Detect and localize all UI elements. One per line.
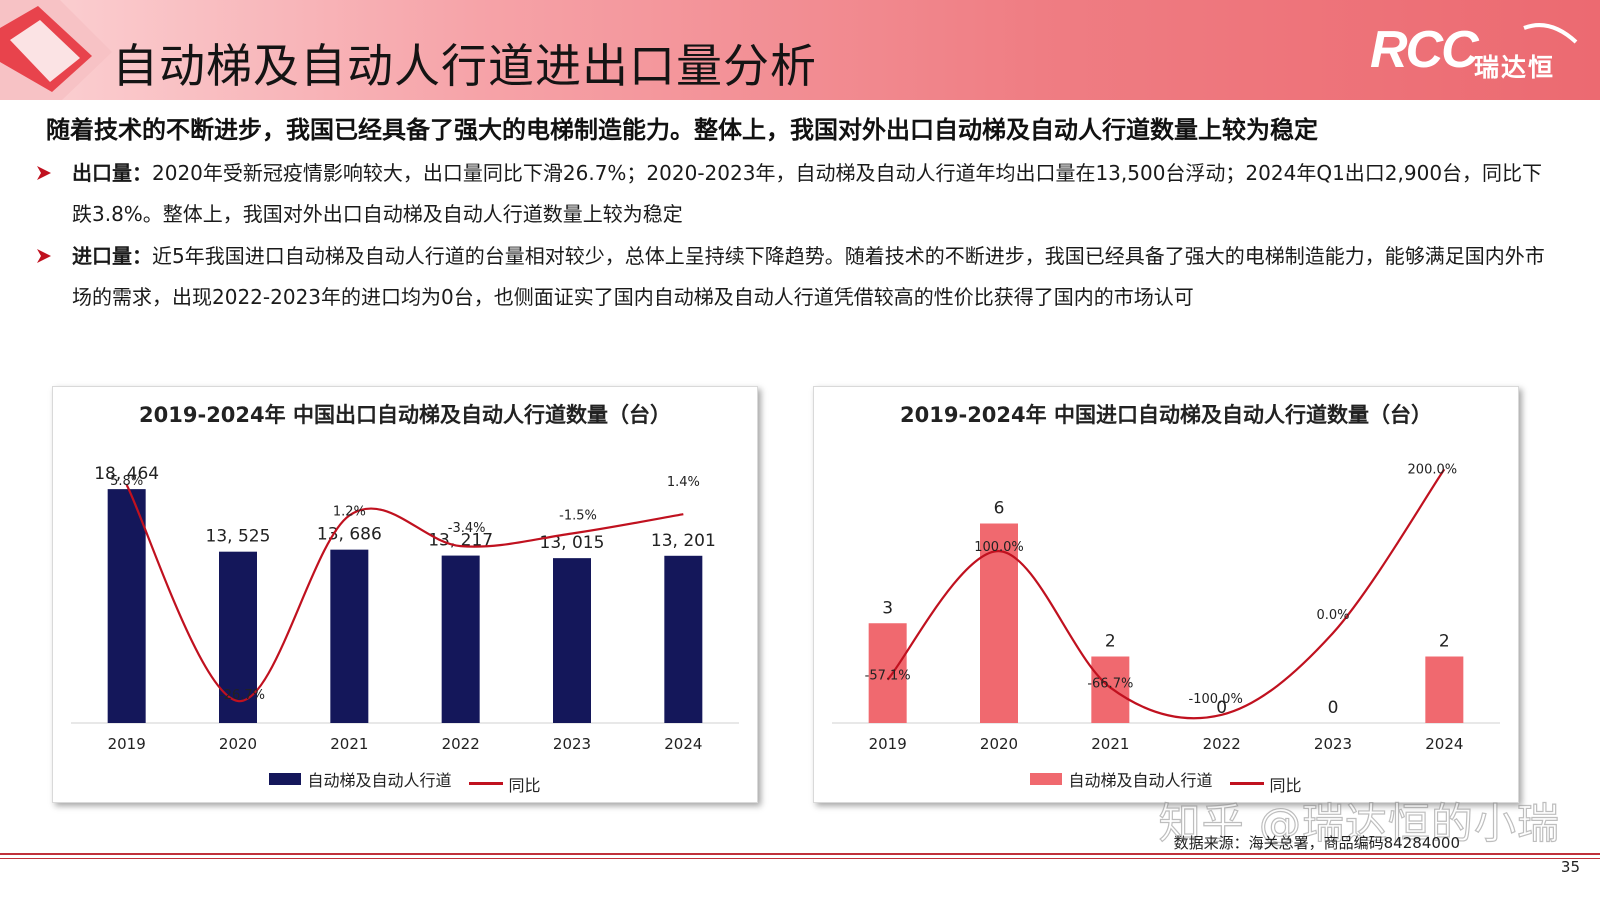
bar-value-label: 18, 464 xyxy=(94,464,159,484)
bullet-export: 出口量：2020年受新冠疫情影响较大，出口量同比下滑26.7%；2020-202… xyxy=(36,153,1556,235)
bar xyxy=(330,549,369,723)
legend-label: 自动梯及自动人行道 xyxy=(307,771,452,790)
legend-label: 同比 xyxy=(508,775,541,795)
header-band: 自动梯及自动人行道进出口量分析 RCC 瑞达恒 xyxy=(0,0,1600,100)
x-tick-label: 2022 xyxy=(1203,735,1241,753)
logo-shape-icon xyxy=(0,0,112,100)
yoy-value-label: 1.2% xyxy=(333,505,366,520)
bar-value-label: 13, 201 xyxy=(651,531,716,551)
x-tick-label: 2020 xyxy=(219,735,257,753)
bar-value-label: 0 xyxy=(1216,698,1227,718)
bullet-label: 出口量： xyxy=(72,161,152,185)
footer-rule xyxy=(0,858,1600,859)
bar-value-label: 3 xyxy=(882,598,893,618)
page-number: 35 xyxy=(1560,858,1580,876)
arrow-bullet-icon xyxy=(37,249,51,263)
chart-legend: 自动梯及自动人行道 同比 xyxy=(814,767,1518,796)
yoy-value-label: -66.7% xyxy=(1087,677,1133,692)
import-chart-svg: 3 2019 6 2020 2 2021 0 2022 0 2023 2 2024 -57.1% 100.… xyxy=(832,462,1500,753)
yoy-value-label: -26.7% xyxy=(219,688,265,703)
x-tick-label: 2022 xyxy=(442,735,480,753)
bullet-label: 进口量： xyxy=(72,244,152,268)
yoy-value-label: -1.5% xyxy=(559,508,597,523)
legend-line xyxy=(1229,782,1264,785)
bar xyxy=(868,623,907,723)
bar-value-label: 13, 015 xyxy=(540,533,605,553)
bullet-text: 近5年我国进口自动梯及自动人行道的台量相对较少，总体上呈持续下降趋势。随着技术的… xyxy=(72,244,1545,309)
export-chart-panel: 18, 464 2019 13, 525 2020 13, 686 2021 13, 217… xyxy=(52,386,758,803)
yoy-value-label: 200.0% xyxy=(1408,462,1458,477)
bar xyxy=(1091,656,1130,723)
bar-value-label: 13, 525 xyxy=(206,527,271,547)
x-tick-label: 2020 xyxy=(980,735,1018,753)
bullet-import: 进口量：近5年我国进口自动梯及自动人行道的台量相对较少，总体上呈持续下降趋势。随… xyxy=(36,236,1556,318)
x-tick-label: 2023 xyxy=(553,735,591,753)
bar xyxy=(664,555,703,723)
bar-value-label: 2 xyxy=(1105,632,1116,652)
legend-swatch xyxy=(1030,773,1063,785)
legend-item-bar: 自动梯及自动人行道 xyxy=(1030,767,1212,791)
legend-line xyxy=(468,782,503,785)
yoy-value-label: 1.4% xyxy=(667,475,700,490)
chart-title: 2019-2024年 中国出口自动梯及自动人行道数量（台） xyxy=(139,403,671,427)
chart-title: 2019-2024年 中国进口自动梯及自动人行道数量（台） xyxy=(900,403,1432,427)
x-tick-label: 2021 xyxy=(330,735,368,753)
arrow-bullet-icon xyxy=(37,166,51,180)
legend-item-line: 同比 xyxy=(468,772,541,796)
legend-item-bar: 自动梯及自动人行道 xyxy=(269,767,451,791)
brand-rcc-text: RCC xyxy=(1370,21,1479,79)
legend-swatch xyxy=(269,773,302,785)
yoy-line xyxy=(886,468,1446,720)
bar xyxy=(441,555,480,723)
legend-item-line: 同比 xyxy=(1229,772,1302,796)
watermark-text: 知乎 @瑞达恒的小瑞 xyxy=(1158,798,1560,848)
bullet-text: 2020年受新冠疫情影响较大，出口量同比下滑26.7%；2020-2023年，自… xyxy=(72,161,1543,226)
x-tick-label: 2019 xyxy=(108,735,146,753)
x-tick-label: 2024 xyxy=(664,735,702,753)
source-note: 数据来源：海关总署，商品编码84284000 xyxy=(1173,834,1460,852)
bar xyxy=(553,558,591,723)
yoy-line xyxy=(125,484,684,703)
bar-value-label: 2 xyxy=(1439,632,1450,652)
bar xyxy=(107,489,146,723)
chart-legend: 自动梯及自动人行道 同比 xyxy=(53,767,757,796)
footer-rule xyxy=(0,853,1600,855)
bar xyxy=(1425,656,1464,723)
page-title: 自动梯及自动人行道进出口量分析 xyxy=(112,39,817,93)
yoy-value-label: 100.0% xyxy=(974,540,1024,555)
yoy-value-label: -100.0% xyxy=(1189,692,1243,707)
brand-logo: RCC 瑞达恒 xyxy=(1370,20,1580,82)
bar-value-label: 0 xyxy=(1328,698,1339,718)
brand-cn-text: 瑞达恒 xyxy=(1474,53,1556,82)
import-chart-panel: 3 2019 6 2020 2 2021 0 2022 0 2023 2 2024 -57.1% 100.… xyxy=(813,386,1519,803)
yoy-value-label: -3.4% xyxy=(448,521,486,536)
x-tick-label: 2019 xyxy=(869,735,907,753)
yoy-value-label: 0.0% xyxy=(1316,608,1349,623)
x-tick-label: 2021 xyxy=(1091,735,1129,753)
x-tick-label: 2024 xyxy=(1425,735,1463,753)
brand-swoosh-icon xyxy=(1523,23,1578,44)
headline: 随着技术的不断进步，我国已经具备了强大的电梯制造能力。整体上，我国对外出口自动梯… xyxy=(46,116,1318,144)
yoy-value-label: 5.8% xyxy=(110,474,143,489)
x-tick-label: 2023 xyxy=(1314,735,1352,753)
yoy-value-label: -57.1% xyxy=(865,669,911,684)
bar-value-label: 6 xyxy=(994,499,1005,519)
legend-label: 自动梯及自动人行道 xyxy=(1068,771,1213,790)
bar-value-label: 13, 686 xyxy=(317,525,382,545)
legend-label: 同比 xyxy=(1269,775,1302,795)
